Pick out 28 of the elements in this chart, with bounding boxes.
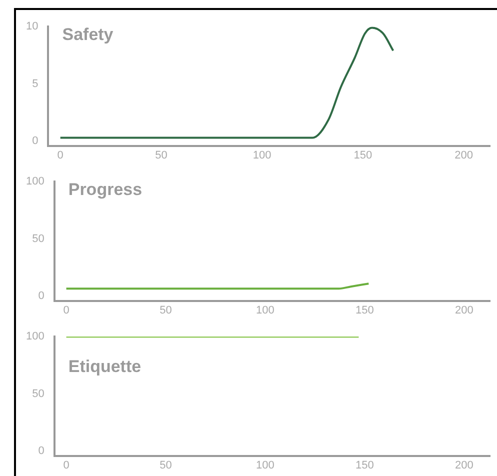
x-tick-label: 200: [454, 304, 474, 316]
x-tick-label: 200: [454, 459, 474, 472]
x-tick-label: 0: [63, 459, 70, 472]
y-tick-label: 0: [38, 445, 44, 458]
x-tick-label: 150: [355, 459, 374, 472]
y-tick-label: 0: [32, 135, 38, 148]
chart-title: Safety: [62, 24, 114, 44]
line-series: [59, 26, 394, 139]
x-tick-label: 50: [160, 459, 172, 472]
text: Etiquette: [68, 356, 142, 376]
x-tick-label: 100: [256, 304, 274, 316]
x-tick-label: 50: [155, 149, 168, 162]
x-tick-label: 0: [57, 149, 64, 162]
x-tick-label: 150: [354, 149, 372, 162]
y-tick-label: 100: [26, 176, 44, 188]
y-tick-label: 50: [32, 388, 44, 400]
y-tick-label: 100: [26, 330, 44, 343]
x-tick-label: 100: [256, 459, 274, 472]
x-tick-label: 150: [355, 304, 374, 316]
x-tick-label: 100: [252, 149, 272, 162]
y-tick-label: 5: [32, 78, 38, 90]
y-tick-label: 50: [32, 232, 44, 245]
y-tick-label: 0: [38, 290, 44, 302]
y-tick-label: 10: [26, 20, 38, 33]
x-tick-label: 50: [160, 304, 172, 316]
chart-title: Progress: [68, 180, 142, 199]
x-tick-label: 200: [454, 149, 473, 162]
x-tick-label: 0: [63, 304, 70, 316]
